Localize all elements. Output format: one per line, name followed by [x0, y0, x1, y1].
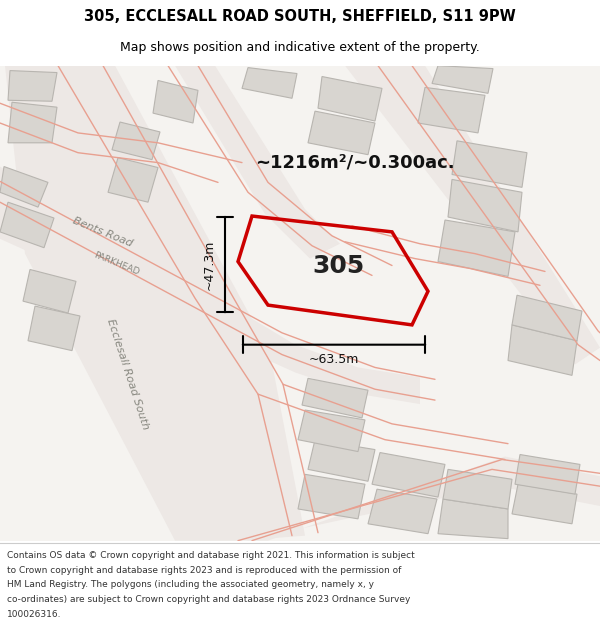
Polygon shape: [438, 220, 515, 276]
Polygon shape: [308, 111, 375, 154]
Polygon shape: [5, 66, 305, 541]
Polygon shape: [443, 469, 512, 509]
Text: ~1216m²/~0.300ac.: ~1216m²/~0.300ac.: [255, 154, 455, 172]
Polygon shape: [318, 76, 382, 121]
Polygon shape: [0, 166, 48, 207]
Polygon shape: [345, 66, 600, 364]
Polygon shape: [512, 295, 582, 341]
Polygon shape: [108, 158, 158, 202]
Text: Contains OS data © Crown copyright and database right 2021. This information is : Contains OS data © Crown copyright and d…: [7, 551, 415, 560]
Polygon shape: [28, 306, 80, 351]
Text: Bents Road: Bents Road: [71, 216, 134, 248]
Polygon shape: [368, 489, 437, 534]
Text: Ecclesall Road South: Ecclesall Road South: [106, 318, 151, 431]
Polygon shape: [298, 474, 365, 519]
Polygon shape: [512, 484, 577, 524]
Text: PARKHEAD: PARKHEAD: [92, 250, 140, 277]
Text: 305: 305: [312, 254, 364, 278]
Text: to Crown copyright and database rights 2023 and is reproduced with the permissio: to Crown copyright and database rights 2…: [7, 566, 401, 574]
Polygon shape: [302, 378, 368, 418]
Polygon shape: [0, 202, 54, 248]
Polygon shape: [8, 102, 57, 142]
Polygon shape: [23, 269, 76, 313]
Text: HM Land Registry. The polygons (including the associated geometry, namely x, y: HM Land Registry. The polygons (includin…: [7, 580, 374, 589]
Polygon shape: [153, 81, 198, 123]
Polygon shape: [418, 88, 485, 133]
Polygon shape: [242, 68, 297, 98]
Polygon shape: [0, 166, 420, 404]
Polygon shape: [515, 454, 580, 494]
Polygon shape: [308, 440, 375, 481]
Text: Map shows position and indicative extent of the property.: Map shows position and indicative extent…: [120, 41, 480, 54]
Polygon shape: [452, 141, 527, 188]
Polygon shape: [165, 66, 340, 259]
Polygon shape: [0, 66, 600, 541]
Text: ~47.3m: ~47.3m: [203, 239, 215, 290]
Polygon shape: [432, 66, 493, 93]
Polygon shape: [448, 179, 522, 232]
Polygon shape: [8, 71, 57, 101]
Text: 100026316.: 100026316.: [7, 610, 62, 619]
Polygon shape: [298, 410, 365, 451]
Text: ~63.5m: ~63.5m: [309, 353, 359, 366]
Polygon shape: [372, 452, 445, 497]
Polygon shape: [228, 456, 600, 541]
Polygon shape: [112, 122, 160, 159]
Text: co-ordinates) are subject to Crown copyright and database rights 2023 Ordnance S: co-ordinates) are subject to Crown copyr…: [7, 595, 410, 604]
Text: 305, ECCLESALL ROAD SOUTH, SHEFFIELD, S11 9PW: 305, ECCLESALL ROAD SOUTH, SHEFFIELD, S1…: [84, 9, 516, 24]
Polygon shape: [508, 325, 577, 376]
Polygon shape: [438, 499, 508, 539]
